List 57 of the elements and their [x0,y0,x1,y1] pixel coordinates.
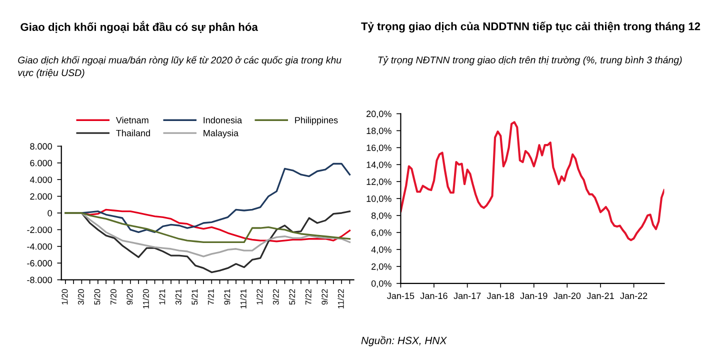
x-tick-label: 7/22 [305,289,312,305]
line-series [400,121,664,242]
x-tick-label: 1/20 [62,289,68,304]
x-tick-label: 5/20 [94,289,100,305]
x-tick-label: 11/21 [240,289,246,308]
y-tick-label: 12,0% [366,178,392,186]
legend-label: Malaysia [204,130,239,138]
y-tick-label: 8,0% [372,212,392,220]
legend-label: Philippines [295,116,338,126]
chart-subtitle: Tỷ trọng NĐTNN trong giao dịch trên thị trường (%, trung bình 3 tháng) [378,56,682,66]
x-tick-label: 7/20 [110,289,116,305]
chart-title: Giao dịch khối ngoại bắt đầu có sự phân hóa [20,20,258,34]
x-tick-label: 1/21 [159,289,166,304]
legend-label: Indonesia [204,116,242,124]
y-tick-label: 20,0% [366,110,392,118]
y-tick-label: 16,0% [366,144,392,152]
x-tick-label: 7/21 [208,289,214,305]
y-tick-label: 14,0% [366,162,392,170]
y-tick-label: 10,0% [366,196,392,203]
x-tick-label: Jan-21 [586,292,614,300]
x-tick-label: 3/22 [272,289,279,305]
y-tick-label: 4,0% [371,246,392,254]
x-tick-label: Jan-19 [520,292,548,300]
y-tick-label: 6.000 [30,160,52,166]
legend-label: Thailand [116,130,150,136]
y-tick-label: 6,0% [372,229,392,237]
x-tick-label: 5/22 [288,289,296,305]
x-tick-label: 9/22 [321,289,328,305]
x-tick-label: 11/22 [338,289,344,308]
x-tick-label: 9/21 [224,289,230,305]
text: Nguồn: HSX, HNX [361,336,448,346]
x-tick-label: Jan-20 [554,292,581,300]
x-tick-label: Jan-17 [454,292,481,300]
x-tick-label: 3/20 [78,289,84,305]
y-tick-label: 0,0% [371,280,392,288]
x-tick-label: 5/21 [192,289,198,305]
y-tick-label: -6.000 [27,260,52,266]
y-tick-label: 0 [48,210,52,216]
y-tick-label: 2,0% [372,263,392,271]
y-tick-label: -8.000 [27,276,52,284]
chart-subtitle: Giao dịch khối ngoại mua/bán ròng lũy kế từ 2020 ở các quốc gia trong khu vực (triệu USD) [18,56,342,78]
y-tick-label: -4.000 [27,243,52,250]
y-tick-label: 18,0% [366,128,392,136]
x-tick-label: Jan-15 [387,292,414,300]
x-tick-label: Jan-18 [486,292,514,300]
legend-label: Vietnam [116,116,148,124]
y-tick-label: 2.000 [30,193,52,200]
x-tick-label: 3/21 [175,289,182,305]
x-tick-label: 1/22 [256,289,263,304]
x-tick-label: Jan-22 [620,292,648,300]
x-tick-label: Jan-16 [420,292,448,300]
x-tick-label: 9/20 [126,289,133,305]
y-tick-label: -2.000 [27,226,52,234]
chart-title: Tỷ trọng giao dịch của NDDTNN tiếp tục cải thiện trong tháng 12 [361,22,700,33]
x-tick-label: 11/20 [142,289,149,308]
y-tick-label: 4.000 [30,176,52,183]
y-tick-label: 8.000 [30,143,52,150]
